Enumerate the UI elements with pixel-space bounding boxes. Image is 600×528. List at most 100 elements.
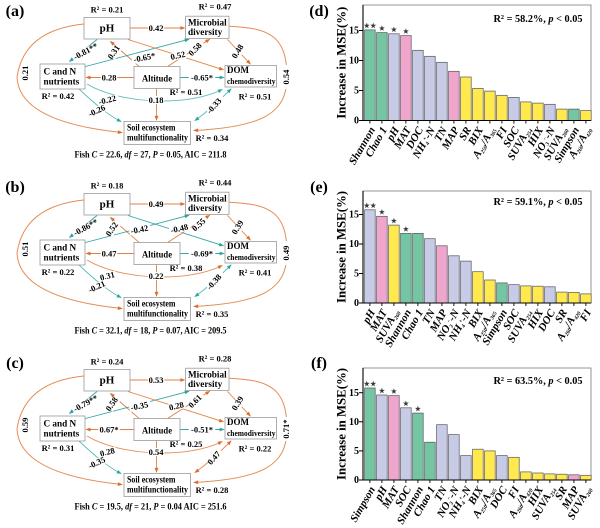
svg-text:DOM: DOM [227,241,250,251]
svg-text:pH: pH [100,375,115,387]
svg-text:R² = 59.1%, p < 0.05: R² = 59.1%, p < 0.05 [494,196,583,208]
svg-text:R² = 0.22: R² = 0.22 [42,267,75,277]
svg-text:diversity: diversity [188,203,223,213]
svg-text:-0.42: -0.42 [130,223,149,236]
svg-text:(b): (b) [5,179,25,196]
svg-text:R² = 0.34: R² = 0.34 [196,133,229,143]
svg-text:R² = 0.24: R² = 0.24 [91,357,124,367]
svg-text:DOM: DOM [227,65,250,75]
svg-text:DOM: DOM [227,417,250,427]
svg-text:Microbial: Microbial [188,193,227,203]
svg-text:0: 0 [354,475,359,486]
svg-text:0.47: 0.47 [102,248,118,258]
svg-text:0.54: 0.54 [281,69,291,85]
svg-text:Microbial: Microbial [188,17,227,27]
svg-text:Fish C = 19.5, df = 21, P = 0.: Fish C = 19.5, df = 21, P = 0.04 AIC = 2… [75,503,227,513]
svg-text:R² = 0.38: R² = 0.38 [170,263,203,273]
svg-text:0.21: 0.21 [20,66,30,81]
svg-text:chemodiversity: chemodiversity [227,252,276,262]
svg-text:C and N: C and N [44,67,77,77]
svg-text:R² = 63.5%, p < 0.05: R² = 63.5%, p < 0.05 [494,375,583,387]
svg-text:0: 0 [354,116,359,127]
svg-text:(a): (a) [6,3,25,20]
svg-text:R² = 0.28: R² = 0.28 [196,485,229,495]
svg-text:Increase in MSE(%): Increase in MSE(%) [334,191,349,303]
svg-text:5: 5 [354,86,359,97]
svg-text:15: 15 [349,26,359,37]
svg-text:diversity: diversity [188,379,223,389]
svg-text:0.71*: 0.71* [281,419,291,438]
svg-text:C and N: C and N [44,243,77,253]
svg-text:0.42: 0.42 [149,23,164,33]
svg-text:(d): (d) [309,3,329,20]
svg-text:diversity: diversity [188,27,223,37]
svg-text:0.53: 0.53 [149,375,164,385]
svg-text:Fish C = 32.1, df = 18, P = 0.: Fish C = 32.1, df = 18, P = 0.07, AIC = … [75,327,227,337]
svg-text:R² = 0.21: R² = 0.21 [91,5,124,15]
svg-text:-0.35: -0.35 [130,399,149,412]
svg-text:0.49: 0.49 [281,246,291,261]
svg-text:Soil ecosystem: Soil ecosystem [127,123,176,133]
svg-text:Soil ecosystem: Soil ecosystem [127,299,176,309]
svg-text:15: 15 [349,388,359,399]
svg-text:R² = 0.47: R² = 0.47 [199,2,232,12]
svg-text:0.52: 0.52 [169,49,186,62]
svg-text:R² = 58.2%, p < 0.05: R² = 58.2%, p < 0.05 [494,13,583,25]
svg-text:5: 5 [354,269,359,280]
svg-text:Microbial: Microbial [188,369,227,379]
svg-text:FI: FI [493,124,510,142]
svg-text:0.18: 0.18 [149,95,164,105]
svg-text:0.49: 0.49 [149,199,164,209]
svg-text:0.28: 0.28 [168,399,185,412]
svg-text:-0.69*: -0.69* [191,248,213,258]
svg-text:R² = 0.25: R² = 0.25 [170,439,203,449]
svg-text:pH: pH [100,199,115,211]
svg-text:5: 5 [354,446,359,457]
svg-text:-0.65*: -0.65* [133,50,156,64]
svg-text:10: 10 [349,239,359,250]
svg-text:Altitude: Altitude [142,249,173,260]
svg-text:R² = 0.41: R² = 0.41 [239,268,272,278]
svg-text:-0.65*: -0.65* [191,72,213,82]
svg-text:Fish C = 22.6, df = 27, P = 0.: Fish C = 22.6, df = 27, P = 0.05, AIC = … [75,151,227,161]
svg-text:-0.51*: -0.51* [191,424,213,434]
svg-text:0: 0 [354,298,359,309]
svg-text:pH: pH [100,23,115,35]
svg-text:0.54: 0.54 [149,447,165,457]
svg-text:R² = 0.42: R² = 0.42 [42,91,75,101]
svg-text:R² = 0.31: R² = 0.31 [42,443,75,453]
svg-text:(c): (c) [6,355,24,372]
svg-text:0.22: 0.22 [149,271,164,281]
svg-text:10: 10 [349,417,359,428]
svg-text:-0.22: -0.22 [97,93,117,107]
svg-text:SR: SR [553,485,570,503]
svg-text:multifunctionality: multifunctionality [127,485,188,495]
svg-text:Increase in MSE(%): Increase in MSE(%) [334,7,349,119]
svg-text:R² = 0.51: R² = 0.51 [239,92,272,102]
svg-text:0.59: 0.59 [20,418,30,433]
svg-text:-0.48: -0.48 [170,222,190,236]
svg-text:nutrients: nutrients [44,253,80,263]
svg-text:SR: SR [553,308,570,326]
svg-text:Increase in MSE(%): Increase in MSE(%) [334,368,349,480]
svg-text:R² = 0.18: R² = 0.18 [91,181,124,191]
svg-text:Altitude: Altitude [142,73,173,84]
svg-text:nutrients: nutrients [44,77,80,87]
svg-text:(e): (e) [310,179,328,196]
svg-text:R² = 0.28: R² = 0.28 [199,354,232,364]
svg-text:SR: SR [457,125,474,143]
svg-text:Soil ecosystem: Soil ecosystem [127,475,176,485]
svg-text:(f): (f) [311,355,327,372]
svg-text:nutrients: nutrients [44,429,80,439]
svg-text:0.28: 0.28 [99,445,116,458]
svg-text:R² = 0.51: R² = 0.51 [170,87,203,97]
svg-text:chemodiversity: chemodiversity [227,76,276,86]
svg-text:0.28: 0.28 [102,72,117,82]
svg-text:C and N: C and N [44,419,77,429]
svg-text:multifunctionality: multifunctionality [127,133,188,143]
svg-text:chemodiversity: chemodiversity [227,428,276,438]
svg-text:FI: FI [577,307,594,325]
svg-text:R² = 0.22: R² = 0.22 [239,444,272,454]
svg-text:0.51: 0.51 [20,242,30,257]
svg-text:R² = 0.35: R² = 0.35 [196,309,229,319]
